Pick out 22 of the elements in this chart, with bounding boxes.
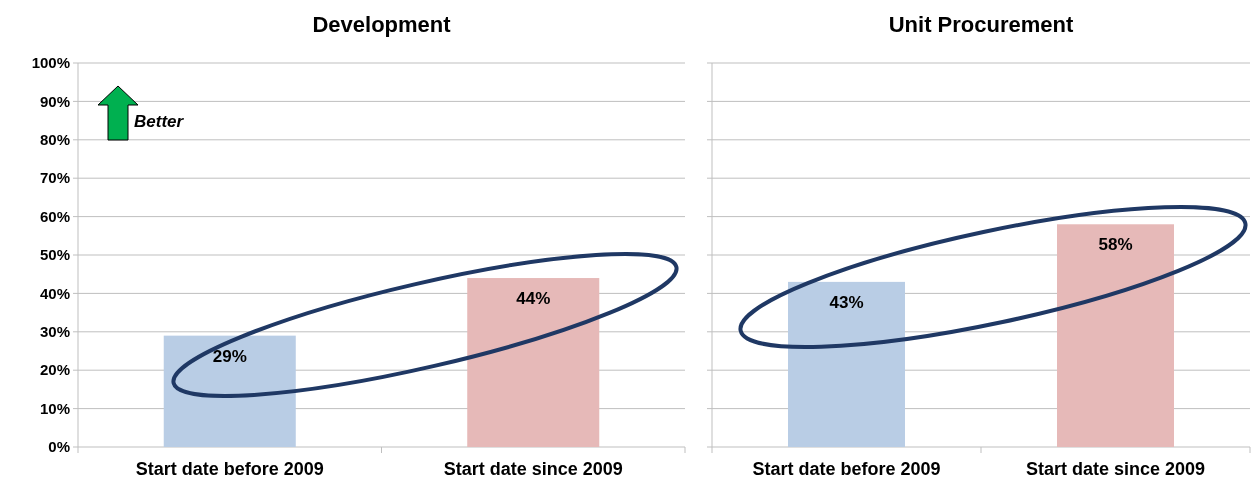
- data-label: 44%: [516, 289, 551, 309]
- chart-title: Unit Procurement: [888, 12, 1074, 37]
- y-tick-label: 100%: [31, 54, 70, 72]
- annotation: Better: [134, 112, 185, 131]
- chart-title: Development: [312, 12, 452, 37]
- y-tick-label: 60%: [39, 207, 70, 225]
- y-tick-label: 30%: [39, 323, 70, 341]
- x-tick-label: Start date before 2009: [135, 459, 324, 479]
- y-tick-label: 90%: [39, 92, 70, 110]
- data-label: 29%: [212, 346, 247, 366]
- y-tick-label: 70%: [39, 169, 70, 187]
- x-tick-label: Start date before 2009: [752, 459, 941, 479]
- y-tick-label: 10%: [39, 399, 70, 417]
- x-tick-label: Start date since 2009: [443, 459, 623, 479]
- y-tick-label: 50%: [39, 246, 70, 264]
- y-tick-label: 0%: [48, 438, 70, 456]
- y-tick-label: 40%: [39, 284, 70, 302]
- y-tick-label: 20%: [39, 361, 70, 379]
- y-tick-label: 80%: [39, 131, 70, 149]
- x-tick-label: Start date since 2009: [1025, 459, 1206, 479]
- data-label: 58%: [1098, 235, 1133, 255]
- data-label: 43%: [829, 292, 864, 312]
